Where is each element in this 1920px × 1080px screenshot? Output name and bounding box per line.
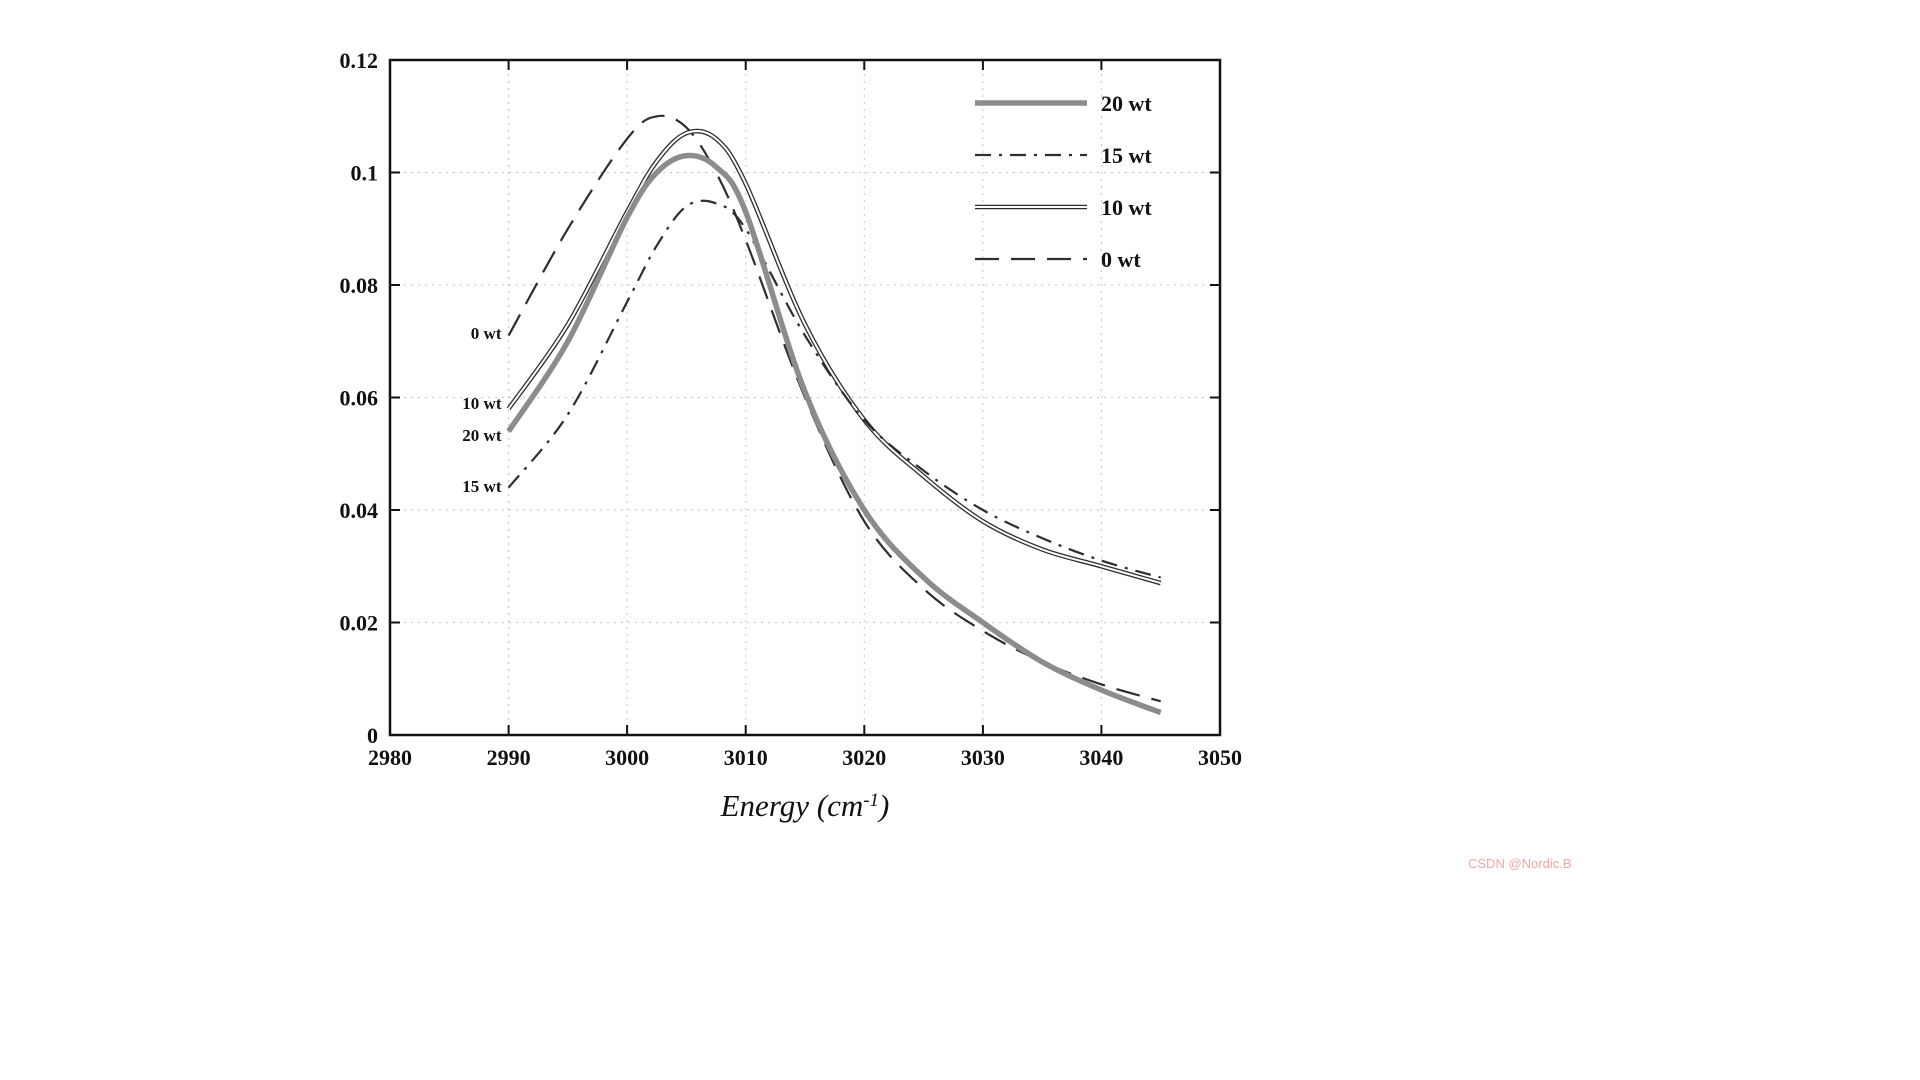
x-tick-label: 3000 [605, 745, 649, 770]
watermark: CSDN @Nordic.B [1468, 856, 1572, 871]
y-tick-label: 0.02 [340, 611, 379, 636]
x-axis-title-base: Energy (cm [720, 788, 864, 823]
x-tick-label: 3010 [724, 745, 768, 770]
x-tick-label: 2980 [368, 745, 412, 770]
series-line-0-wt [507, 114, 1162, 703]
y-tick-label: 0.12 [340, 48, 379, 73]
y-tick-label: 0.04 [340, 498, 379, 523]
legend-label-20-wt: 20 wt [1101, 91, 1152, 116]
x-tick-label: 3050 [1198, 745, 1242, 770]
curve-label-15-wt: 15 wt [462, 477, 502, 496]
y-tick-label: 0 [367, 723, 378, 748]
legend-label-15-wt: 15 wt [1101, 143, 1152, 168]
x-axis-title-exponent: -1 [863, 790, 880, 811]
y-tick-label: 0.08 [340, 273, 379, 298]
series-line-15-wt [507, 199, 1161, 579]
curve-label-0-wt: 0 wt [471, 324, 502, 343]
curve-label-20-wt: 20 wt [462, 426, 502, 445]
x-tick-label: 3020 [842, 745, 886, 770]
legend-label-10-wt: 10 wt [1101, 195, 1152, 220]
x-axis-title: Energy (cm-1) [390, 788, 1220, 824]
series-line-10-wt-inner [507, 130, 1161, 585]
x-axis-title-close: ) [879, 788, 890, 823]
x-tick-label: 3040 [1079, 745, 1123, 770]
x-tick-label: 3030 [961, 745, 1005, 770]
series-line-20-wt [506, 152, 1162, 716]
series-line-10-wt [506, 128, 1162, 586]
x-tick-label: 2990 [487, 745, 531, 770]
legend-label-0-wt: 0 wt [1101, 247, 1141, 272]
y-tick-label: 0.1 [351, 161, 379, 186]
y-tick-label: 0.06 [340, 386, 379, 411]
curve-label-10-wt: 10 wt [462, 394, 502, 413]
